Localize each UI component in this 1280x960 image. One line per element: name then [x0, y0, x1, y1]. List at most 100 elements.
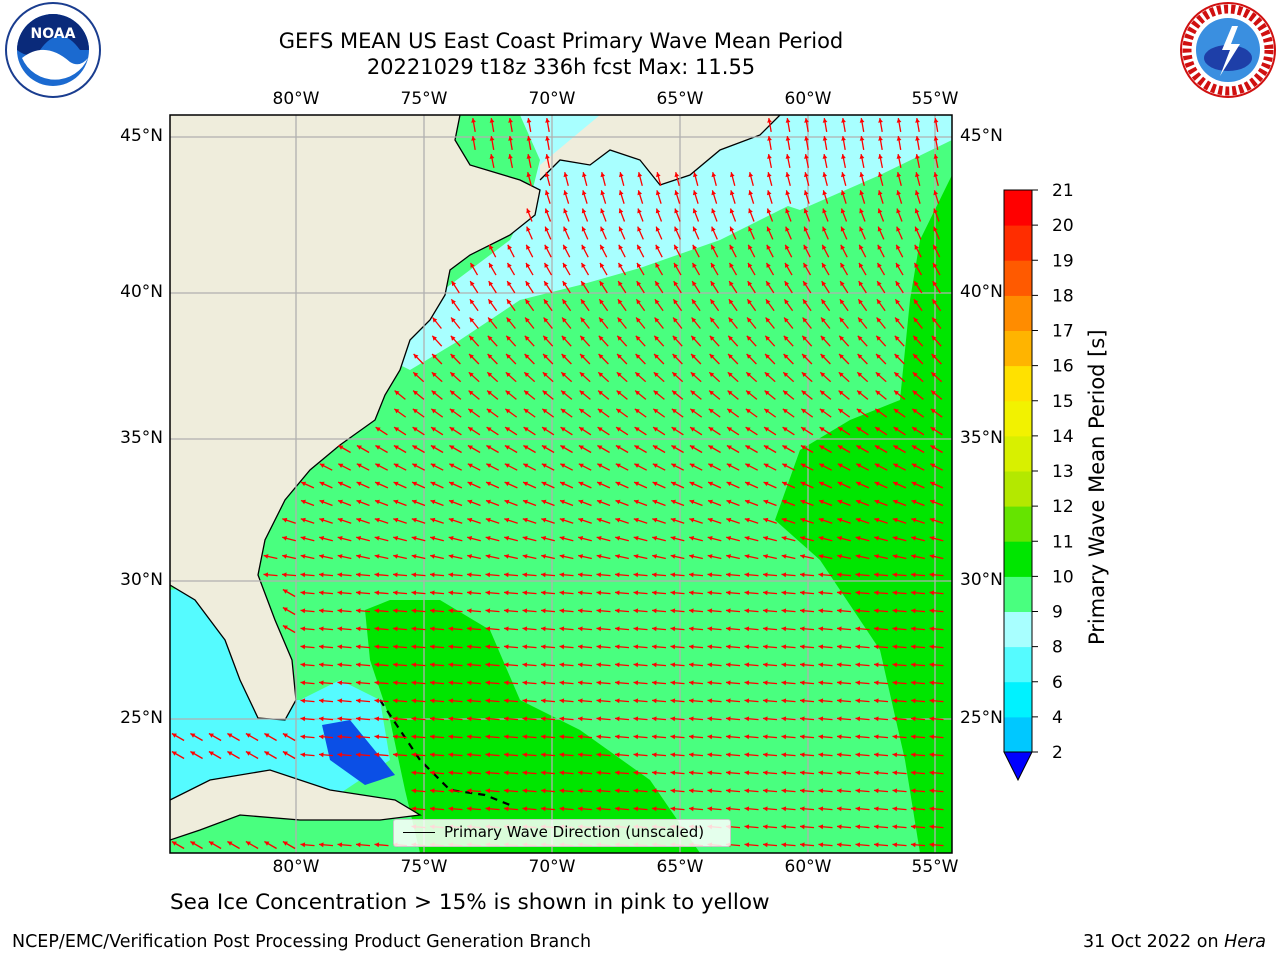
- wave-direction-arrow: [282, 624, 296, 634]
- wave-direction-arrow: [803, 226, 811, 240]
- wave-direction-arrow: [674, 208, 681, 222]
- wave-direction-arrow: [710, 262, 719, 276]
- wave-direction-arrow: [876, 262, 886, 276]
- wave-direction-arrow: [411, 481, 426, 489]
- wave-direction-arrow: [799, 572, 815, 578]
- wave-direction-arrow: [633, 716, 648, 722]
- wave-direction-arrow: [652, 517, 666, 524]
- wave-direction-arrow: [505, 390, 517, 400]
- wave-direction-arrow: [356, 536, 370, 542]
- wave-direction-arrow: [651, 572, 667, 578]
- wave-direction-arrow: [374, 481, 389, 489]
- wave-direction-arrow: [466, 644, 482, 650]
- wave-direction-arrow: [822, 208, 829, 222]
- wave-direction-arrow: [633, 662, 648, 668]
- wave-direction-arrow: [689, 444, 703, 454]
- wave-direction-arrow: [614, 698, 630, 704]
- wave-direction-arrow: [485, 517, 500, 524]
- wave-direction-arrow: [523, 463, 536, 471]
- wave-direction-arrow: [633, 608, 648, 614]
- wave-direction-arrow: [651, 662, 667, 668]
- wave-direction-arrow: [412, 371, 425, 383]
- wave-direction-arrow: [578, 426, 592, 436]
- wave-direction-arrow: [635, 353, 646, 365]
- wave-direction-arrow: [614, 644, 630, 650]
- wave-direction-arrow: [487, 353, 498, 365]
- wave-direction-arrow: [858, 280, 867, 294]
- wave-direction-arrow: [818, 608, 833, 614]
- wave-direction-arrow: [411, 499, 426, 507]
- wave-direction-arrow: [637, 172, 643, 186]
- wave-direction-arrow: [523, 390, 536, 400]
- wave-direction-arrow: [915, 153, 921, 169]
- wave-direction-arrow: [355, 626, 371, 632]
- wave-direction-arrow: [541, 444, 555, 454]
- wave-direction-arrow: [672, 298, 683, 312]
- wave-direction-arrow: [485, 590, 500, 596]
- wave-direction-arrow: [318, 734, 334, 740]
- wave-direction-arrow: [690, 371, 702, 383]
- wave-direction-arrow: [374, 680, 389, 686]
- wave-direction-arrow: [485, 680, 500, 686]
- wave-direction-arrow: [929, 770, 944, 776]
- wave-direction-arrow: [878, 117, 883, 133]
- svg-text:NOAA: NOAA: [31, 26, 76, 42]
- wave-direction-arrow: [559, 644, 574, 650]
- wave-direction-arrow: [466, 716, 482, 722]
- wave-direction-arrow: [503, 716, 519, 722]
- wave-direction-arrow: [430, 536, 444, 542]
- wave-direction-arrow: [876, 280, 886, 294]
- wave-direction-arrow: [392, 698, 408, 704]
- wave-direction-arrow: [337, 752, 352, 758]
- wave-direction-arrow: [910, 806, 926, 812]
- wave-direction-arrow: [355, 590, 371, 596]
- colorbar-tick-label: 19: [1052, 251, 1074, 271]
- wave-direction-arrow: [485, 698, 500, 704]
- wave-direction-arrow: [431, 353, 443, 365]
- wave-direction-arrow: [559, 499, 574, 507]
- wave-direction-arrow: [577, 626, 593, 632]
- wave-direction-arrow: [670, 734, 685, 740]
- wave-direction-arrow: [859, 135, 865, 151]
- wave-direction-arrow: [855, 499, 870, 507]
- wave-direction-arrow: [893, 426, 906, 436]
- wave-direction-arrow: [300, 752, 315, 758]
- wave-direction-arrow: [634, 444, 647, 454]
- wave-direction-arrow: [430, 408, 444, 418]
- wave-direction-arrow: [674, 226, 681, 240]
- wave-direction-arrow: [818, 716, 833, 722]
- colorbar-tick-label: 9: [1052, 603, 1063, 623]
- colorbar-segment: [1004, 541, 1032, 577]
- wave-direction-arrow: [467, 481, 481, 489]
- wave-direction-arrow: [562, 280, 571, 294]
- wave-direction-arrow: [505, 371, 517, 383]
- wave-direction-arrow: [744, 842, 759, 848]
- wave-direction-arrow: [614, 806, 630, 812]
- wave-direction-arrow: [596, 590, 611, 596]
- wave-direction-arrow: [543, 317, 553, 329]
- wave-direction-arrow: [563, 190, 570, 204]
- wave-direction-arrow: [540, 734, 556, 740]
- wave-direction-arrow: [614, 788, 630, 794]
- wave-direction-arrow: [559, 716, 574, 722]
- wave-direction-arrow: [785, 153, 791, 169]
- wave-direction-arrow: [599, 262, 608, 276]
- wave-direction-arrow: [579, 390, 591, 400]
- wave-direction-arrow: [725, 698, 741, 704]
- wave-direction-arrow: [282, 588, 296, 598]
- wave-direction-arrow: [914, 208, 922, 222]
- wave-direction-arrow: [910, 644, 926, 650]
- wave-direction-arrow: [765, 298, 775, 312]
- wave-direction-arrow: [411, 572, 426, 578]
- wave-direction-arrow: [873, 698, 889, 704]
- wave-direction-arrow: [503, 698, 519, 704]
- wave-direction-arrow: [655, 244, 663, 258]
- wave-direction-arrow: [450, 353, 461, 365]
- wave-direction-arrow: [671, 390, 684, 400]
- colorbar-tick-label: 18: [1052, 286, 1074, 306]
- wave-direction-arrow: [600, 190, 607, 204]
- wave-direction-arrow: [855, 554, 870, 560]
- wave-direction-arrow: [781, 842, 796, 848]
- wave-direction-arrow: [652, 426, 666, 436]
- wave-direction-arrow: [892, 842, 907, 848]
